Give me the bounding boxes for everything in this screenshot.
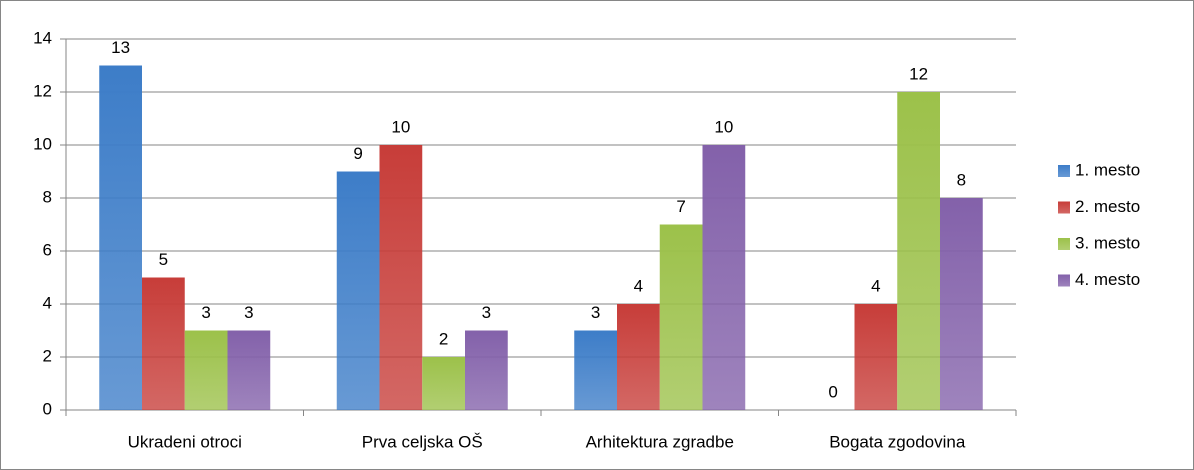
legend-label: 2. mesto	[1075, 197, 1140, 216]
data-label: 12	[909, 64, 928, 83]
x-tick-label: Prva celjska OŠ	[362, 432, 483, 451]
bar	[336, 171, 380, 410]
legend-swatch	[1058, 274, 1070, 287]
data-label: 8	[957, 170, 966, 189]
bar	[379, 145, 423, 410]
bar	[422, 357, 465, 410]
bar	[227, 330, 271, 410]
data-label: 9	[353, 144, 362, 163]
bar	[617, 304, 660, 410]
bar	[702, 145, 746, 410]
x-tick-label: Bogata zgodovina	[829, 432, 966, 451]
legend-label: 1. mesto	[1075, 160, 1140, 179]
legend-swatch	[1058, 238, 1070, 250]
y-tick-label: 14	[33, 28, 52, 47]
data-label: 3	[201, 303, 210, 322]
y-tick-label: 6	[43, 240, 52, 259]
data-label: 7	[676, 197, 685, 216]
data-label: 4	[871, 276, 880, 295]
y-tick-label: 0	[43, 399, 52, 418]
bar	[897, 92, 940, 410]
data-label: 3	[591, 303, 600, 322]
data-label: 10	[391, 117, 410, 136]
bar	[142, 277, 185, 410]
data-label: 3	[244, 303, 253, 322]
y-tick-label: 10	[33, 134, 52, 153]
x-tick-label: Arhitektura zgradbe	[586, 432, 734, 451]
bar	[574, 330, 617, 410]
legend-label: 4. mesto	[1075, 270, 1140, 289]
legend-swatch	[1058, 165, 1070, 177]
data-label: 3	[482, 303, 491, 322]
data-label: 2	[439, 329, 448, 348]
bar	[854, 304, 898, 410]
legend-label: 3. mesto	[1075, 233, 1140, 252]
bar	[659, 224, 703, 410]
bar	[184, 330, 228, 410]
y-tick-label: 12	[33, 81, 52, 100]
data-label: 0	[828, 382, 837, 401]
y-tick-label: 2	[43, 346, 52, 365]
data-label: 4	[634, 276, 643, 295]
bar	[465, 330, 508, 410]
data-label: 13	[111, 38, 130, 57]
legend-swatch	[1058, 201, 1070, 214]
data-label: 10	[714, 117, 733, 136]
data-label: 5	[159, 250, 168, 269]
x-tick-label: Ukradeni otroci	[128, 432, 242, 451]
bar	[940, 198, 983, 410]
y-tick-label: 4	[43, 293, 52, 312]
y-tick-label: 8	[43, 187, 52, 206]
bar	[99, 65, 142, 410]
